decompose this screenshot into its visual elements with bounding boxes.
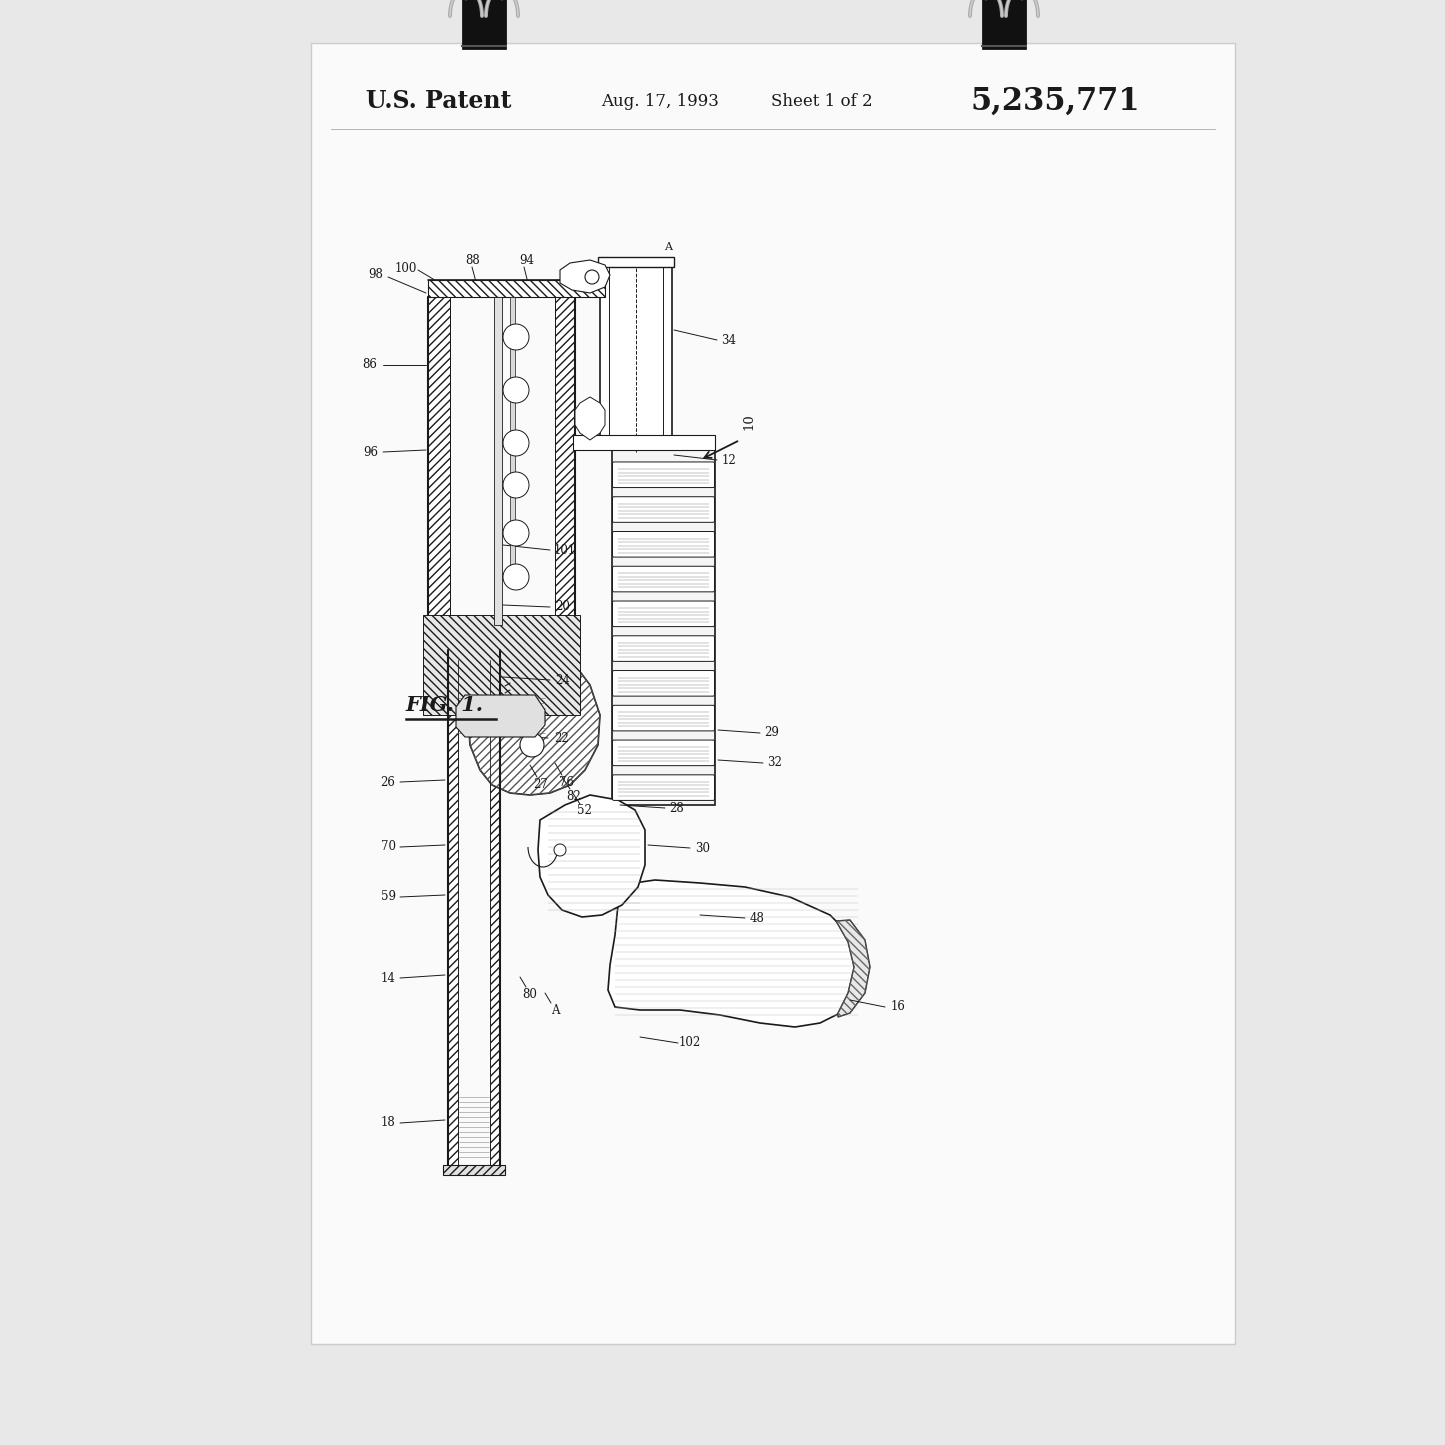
Polygon shape [457, 695, 545, 737]
Text: 12: 12 [721, 454, 737, 467]
Polygon shape [837, 920, 870, 1017]
FancyBboxPatch shape [613, 775, 714, 801]
FancyBboxPatch shape [613, 497, 714, 522]
Text: 94: 94 [520, 253, 535, 266]
FancyBboxPatch shape [613, 532, 714, 558]
FancyBboxPatch shape [613, 705, 714, 731]
Polygon shape [423, 616, 579, 715]
Text: 32: 32 [767, 757, 782, 770]
Bar [983, 0, 1026, 49]
Text: 96: 96 [364, 445, 379, 458]
Text: 52: 52 [577, 805, 591, 818]
Polygon shape [428, 280, 605, 298]
Polygon shape [598, 257, 673, 267]
Polygon shape [600, 262, 672, 436]
Text: 82: 82 [566, 789, 581, 802]
Circle shape [553, 844, 566, 855]
FancyBboxPatch shape [613, 740, 714, 766]
Text: 28: 28 [669, 802, 685, 815]
Bar [311, 43, 1235, 1344]
Polygon shape [608, 880, 863, 1027]
Circle shape [503, 473, 529, 499]
Polygon shape [561, 260, 610, 293]
Text: FIG. 1.: FIG. 1. [406, 695, 484, 715]
Circle shape [503, 324, 529, 350]
FancyBboxPatch shape [613, 601, 714, 627]
Text: Aug. 17, 1993: Aug. 17, 1993 [601, 92, 718, 110]
FancyBboxPatch shape [613, 566, 714, 592]
Polygon shape [448, 665, 600, 795]
Text: 98: 98 [368, 269, 383, 282]
Circle shape [503, 564, 529, 590]
Polygon shape [448, 660, 458, 1165]
Text: 101: 101 [553, 543, 577, 556]
Text: 100: 100 [394, 262, 418, 275]
Circle shape [503, 377, 529, 403]
FancyBboxPatch shape [613, 636, 714, 662]
Text: 5,235,771: 5,235,771 [971, 85, 1140, 117]
FancyBboxPatch shape [613, 670, 714, 696]
Bar [494, 298, 501, 626]
Polygon shape [444, 1165, 504, 1175]
Text: 34: 34 [721, 334, 737, 347]
Text: 76: 76 [559, 776, 574, 789]
Text: 59: 59 [380, 890, 396, 903]
Polygon shape [574, 435, 715, 449]
FancyBboxPatch shape [613, 462, 714, 487]
Text: 86: 86 [363, 358, 377, 371]
Polygon shape [428, 298, 449, 626]
Text: Sheet 1 of 2: Sheet 1 of 2 [770, 92, 873, 110]
Polygon shape [575, 397, 605, 439]
Text: 20: 20 [555, 601, 571, 614]
Text: A: A [551, 1003, 559, 1016]
Circle shape [503, 520, 529, 546]
Polygon shape [555, 298, 575, 626]
Text: 26: 26 [380, 776, 396, 789]
Circle shape [585, 270, 600, 285]
Text: U.S. Patent: U.S. Patent [366, 90, 512, 113]
Text: 30: 30 [695, 841, 711, 854]
Bar [462, 0, 506, 49]
Polygon shape [538, 795, 644, 918]
Text: 22: 22 [555, 731, 569, 744]
Text: 16: 16 [890, 1000, 906, 1013]
Text: 10: 10 [741, 413, 754, 431]
Polygon shape [490, 660, 500, 1165]
Text: 27: 27 [533, 777, 549, 790]
Text: 29: 29 [764, 727, 779, 740]
Polygon shape [613, 439, 715, 805]
Text: 24: 24 [555, 673, 571, 686]
Circle shape [520, 733, 543, 757]
Text: 80: 80 [523, 987, 538, 1000]
Text: 14: 14 [380, 971, 396, 984]
Text: A: A [665, 241, 672, 251]
Text: 18: 18 [380, 1117, 396, 1130]
Text: 48: 48 [750, 912, 764, 925]
Bar [510, 298, 514, 585]
Text: 70: 70 [380, 841, 396, 854]
Text: 102: 102 [679, 1036, 701, 1049]
Circle shape [503, 431, 529, 457]
Text: 88: 88 [465, 253, 480, 266]
